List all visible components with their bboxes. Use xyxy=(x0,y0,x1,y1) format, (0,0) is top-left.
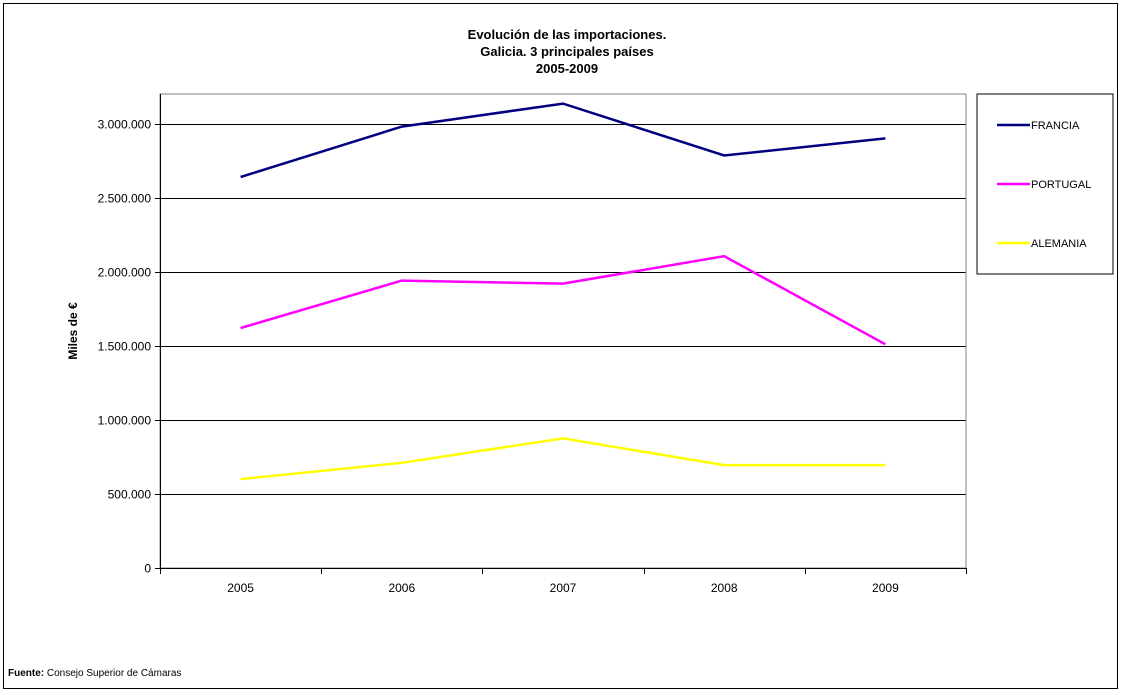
legend: FRANCIA PORTUGAL ALEMANIA xyxy=(976,93,1114,275)
y-tick-label: 2.500.000 xyxy=(98,192,152,206)
y-axis-title: Miles de € xyxy=(66,302,80,360)
source-note: Fuente: Consejo Superior de Cámaras xyxy=(8,668,181,679)
legend-label-portugal: PORTUGAL xyxy=(1031,179,1091,191)
chart-title-line-1: Evolución de las importaciones. xyxy=(468,27,667,42)
x-tick-label: 2005 xyxy=(227,581,254,595)
series-line-alemania xyxy=(240,437,886,481)
x-tick-label: 2007 xyxy=(550,581,577,595)
chart-title-line-3: 2005-2009 xyxy=(536,61,598,76)
grid-lines xyxy=(160,124,966,495)
x-tick-label: 2009 xyxy=(872,581,899,595)
series-line-francia xyxy=(240,102,886,179)
series-line-portugal xyxy=(240,254,886,346)
chart-title: Evolución de las importaciones. Galicia.… xyxy=(468,27,667,76)
legend-label-alemania: ALEMANIA xyxy=(1031,238,1087,250)
y-tick-label: 3.000.000 xyxy=(98,118,152,132)
source-label: Fuente: xyxy=(8,668,45,679)
chart-title-line-2: Galicia. 3 principales países xyxy=(480,44,653,59)
y-tick-label: 2.000.000 xyxy=(98,266,152,280)
series-lines xyxy=(240,102,886,481)
legend-label-francia: FRANCIA xyxy=(1031,120,1080,132)
y-tick-label: 0 xyxy=(144,562,151,576)
source-text: Consejo Superior de Cámaras xyxy=(46,668,182,679)
y-tick-label: 1.500.000 xyxy=(98,340,152,354)
x-tick-label: 2008 xyxy=(711,581,738,595)
axes: 0 500.000 1.000.000 1.500.000 2.000.000 2.500… xyxy=(98,94,967,595)
x-tick-label: 2006 xyxy=(388,581,415,595)
y-tick-label: 500.000 xyxy=(108,488,152,502)
y-tick-label: 1.000.000 xyxy=(98,414,152,428)
